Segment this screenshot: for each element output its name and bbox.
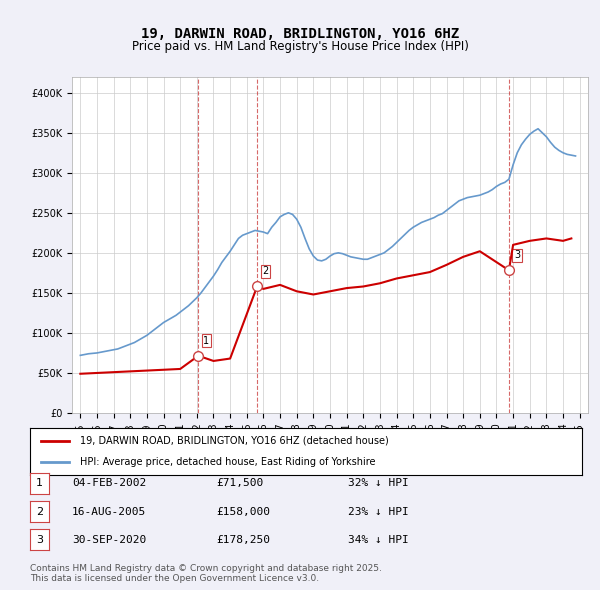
Text: 16-AUG-2005: 16-AUG-2005 <box>72 507 146 516</box>
Text: 23% ↓ HPI: 23% ↓ HPI <box>348 507 409 516</box>
Text: 3: 3 <box>36 535 43 545</box>
Text: 34% ↓ HPI: 34% ↓ HPI <box>348 535 409 545</box>
Text: 19, DARWIN ROAD, BRIDLINGTON, YO16 6HZ (detached house): 19, DARWIN ROAD, BRIDLINGTON, YO16 6HZ (… <box>80 436 388 446</box>
Text: HPI: Average price, detached house, East Riding of Yorkshire: HPI: Average price, detached house, East… <box>80 457 375 467</box>
Text: Price paid vs. HM Land Registry's House Price Index (HPI): Price paid vs. HM Land Registry's House … <box>131 40 469 53</box>
Text: 30-SEP-2020: 30-SEP-2020 <box>72 535 146 545</box>
Text: £158,000: £158,000 <box>216 507 270 516</box>
Text: £178,250: £178,250 <box>216 535 270 545</box>
Text: Contains HM Land Registry data © Crown copyright and database right 2025.
This d: Contains HM Land Registry data © Crown c… <box>30 563 382 583</box>
Text: 1: 1 <box>36 478 43 488</box>
Text: 2: 2 <box>262 267 268 277</box>
Text: £71,500: £71,500 <box>216 478 263 488</box>
Text: 19, DARWIN ROAD, BRIDLINGTON, YO16 6HZ: 19, DARWIN ROAD, BRIDLINGTON, YO16 6HZ <box>141 27 459 41</box>
Text: 04-FEB-2002: 04-FEB-2002 <box>72 478 146 488</box>
Text: 1: 1 <box>203 336 209 346</box>
Text: 32% ↓ HPI: 32% ↓ HPI <box>348 478 409 488</box>
Text: 3: 3 <box>514 250 520 260</box>
Text: 2: 2 <box>36 507 43 516</box>
